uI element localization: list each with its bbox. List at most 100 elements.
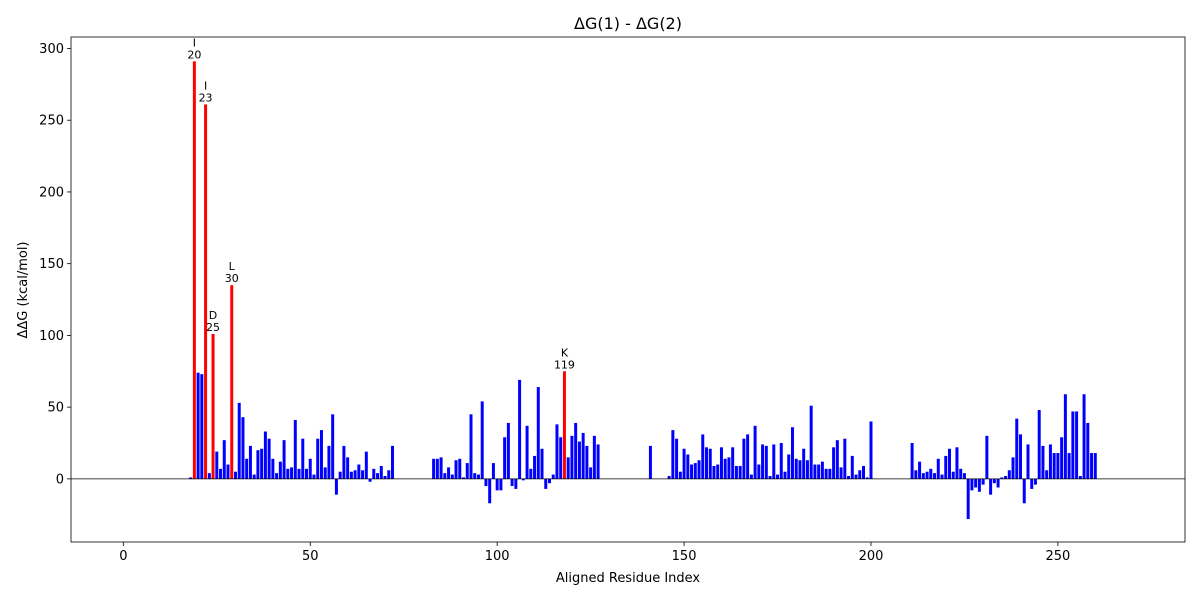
bar [278,461,282,479]
bar [921,473,925,479]
bar [260,448,264,479]
bar [566,457,570,479]
highlighted-bar [204,104,208,479]
bar [334,478,338,495]
y-tick-label: 250 [39,114,64,129]
y-tick-label: 0 [56,472,64,487]
x-tick-label: 250 [1045,549,1070,564]
y-tick-label: 100 [39,329,64,344]
bar [592,435,596,479]
bar [529,468,533,479]
bar [1093,453,1097,479]
bar [865,477,869,479]
bar [499,478,503,491]
bar [510,478,514,487]
bar [495,478,499,491]
bar [753,425,757,479]
bar [349,471,353,479]
bar [936,458,940,479]
bar [854,474,858,479]
bar [1000,477,1004,479]
bar [390,445,394,479]
bar [559,437,563,479]
bar [357,464,361,479]
x-tick-label: 100 [485,549,510,564]
bar [708,448,712,479]
bar [286,468,290,479]
bar [263,431,267,479]
bar [443,473,447,479]
bar [824,468,828,479]
bar [813,464,817,479]
bar [1004,476,1008,479]
bar [1045,470,1049,479]
bar [1056,453,1060,479]
bar [1060,437,1064,479]
bar [1082,394,1086,479]
x-tick-label: 150 [672,549,697,564]
bar [577,441,581,479]
bar [989,478,993,495]
y-axis-title: ΔΔG (kcal/mol) [16,242,31,339]
bar [768,476,772,479]
annotation-residue: L [229,260,236,273]
bar [974,478,978,488]
bar [506,422,510,479]
bar [331,414,335,479]
bar [1041,445,1045,479]
bar [207,473,211,479]
bar [376,473,380,479]
highlighted-bar [211,333,215,479]
bar [1067,453,1071,479]
bar [518,379,522,479]
bar [219,468,223,479]
bar [918,461,922,479]
bar [981,478,985,485]
bar [319,430,323,479]
highlighted-bar [562,371,566,479]
bar [772,444,776,479]
bar [323,467,327,479]
chart-title: ΔG(1) - ΔG(2) [574,14,682,33]
bar [738,465,742,479]
bar [297,468,301,479]
bar [869,421,873,479]
bar [469,414,473,479]
bar [843,438,847,479]
bar [435,458,439,479]
bar [503,437,507,479]
bar [346,457,350,479]
bar [1011,457,1015,479]
x-tick-label: 200 [859,549,884,564]
bar [514,478,518,489]
bar [828,468,832,479]
annotation-residue: I [193,36,196,49]
bar [383,476,387,479]
bar [364,451,368,479]
highlighted-bar [192,61,196,479]
bar [1048,444,1052,479]
bar [200,374,204,479]
bar [353,470,357,479]
bar [712,465,716,479]
bar [977,478,981,492]
bar [447,467,451,479]
bar [267,438,271,479]
bar [465,463,469,479]
bar [794,458,798,479]
bar [548,478,551,484]
bar [951,471,955,479]
bar [959,468,963,479]
annotation-index: 25 [206,321,220,334]
bar [682,448,686,479]
bar [693,463,697,479]
annotation-residue: D [209,309,217,322]
bar [432,458,436,479]
bar [1078,476,1082,479]
bar [525,425,529,479]
bar [835,440,839,479]
bar [540,448,544,479]
bar [368,478,372,482]
y-axis-ticks: 0 50 100 150 200 250 300 [39,42,71,487]
